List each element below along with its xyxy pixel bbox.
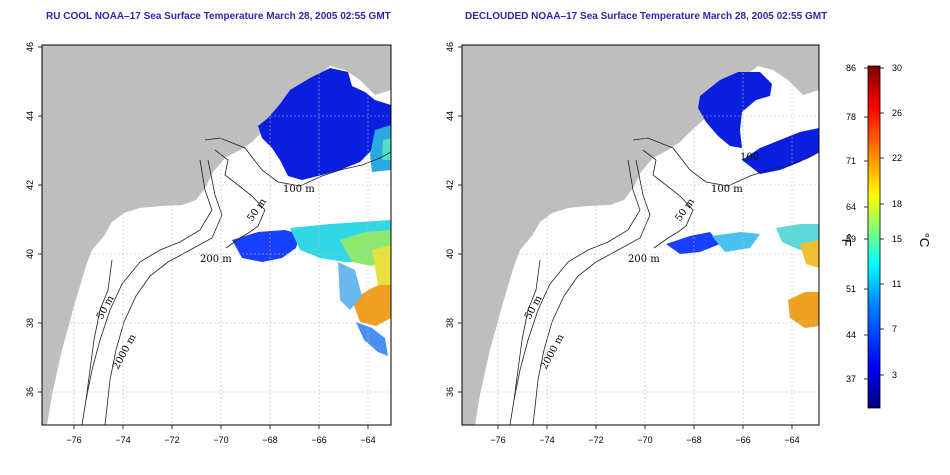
x-tick-72-left: −72: [164, 435, 179, 445]
isobath-2000-right: [532, 159, 651, 425]
right-axis-ticks: [458, 46, 793, 429]
x-tick-66-right: −66: [735, 435, 750, 445]
cbar-c-22: 22: [892, 153, 902, 163]
cbar-c-18: 18: [892, 199, 902, 209]
contour-label-200m-right: 200 m: [628, 254, 660, 265]
isobath-50-right: [642, 149, 694, 249]
x-tick-72-right: −72: [588, 435, 603, 445]
sst-south-yellow-right: [800, 240, 819, 268]
cbar-f-59: 59: [846, 234, 856, 244]
cbar-f-44: 44: [846, 330, 856, 340]
sst-south-warm-right: [788, 292, 819, 328]
land-mass-left: [42, 45, 391, 425]
cbar-f-71: 71: [846, 156, 856, 166]
cbar-c-3: 3: [892, 370, 897, 380]
sst-cold-patch-right: [698, 72, 772, 148]
y-tick-38-right: 38: [445, 318, 455, 328]
isobath-50b-left: [85, 259, 113, 401]
contour-label-100m-right: 100 m: [711, 184, 743, 195]
x-tick-68-left: −68: [262, 435, 277, 445]
sst-south-lightblue-right: [712, 232, 760, 252]
y-tick-42-left: 42: [25, 180, 35, 190]
sst-south-yellow-left: [372, 245, 391, 285]
x-tick-76-left: −76: [66, 435, 81, 445]
cbar-f-86: 86: [846, 63, 856, 73]
contour-label-2000m-left: 2000 m: [111, 332, 139, 371]
cbar-c-26: 26: [892, 108, 902, 118]
x-tick-70-right: −70: [637, 435, 652, 445]
cbar-c-7: 7: [892, 324, 897, 334]
y-tick-36-left: 36: [25, 387, 35, 397]
cbar-unit-f: °F: [839, 233, 854, 246]
isobath-200-right: [509, 159, 641, 425]
x-tick-64-right: −64: [784, 435, 799, 445]
colorbar-gradient: [867, 65, 881, 409]
cbar-f-78: 78: [846, 112, 856, 122]
colorbar: 86 78 71 64 59 51 44 37 30 26 22 18 15 1…: [839, 63, 932, 409]
y-tick-40-left: 40: [25, 249, 35, 259]
sst-east-patch-right: [742, 128, 819, 174]
cbar-c-15: 15: [892, 234, 902, 244]
grid-right: [462, 45, 819, 425]
grid-left: [42, 45, 391, 425]
y-tick-46-right: 46: [445, 42, 455, 52]
isobath-100-right: [632, 137, 819, 187]
left-panel-title: RU COOL NOAA–17 Sea Surface Temperature …: [46, 11, 391, 22]
contour-label-100m-left: 100 m: [283, 184, 315, 195]
sst-south-lightblue-left: [338, 262, 362, 310]
sst-south-tail-left: [356, 322, 388, 356]
cbar-c-11: 11: [892, 279, 901, 289]
cbar-c-30: 30: [892, 63, 902, 73]
sst-south-warm-left: [352, 280, 391, 326]
sst-south-blue-right: [666, 232, 720, 254]
isobath-2000-left: [104, 159, 223, 425]
cbar-f-64: 64: [846, 202, 856, 212]
x-tick-74-left: −74: [115, 435, 130, 445]
sst-cyan-ne-left: [382, 138, 391, 160]
contour-label-2000m-right: 2000 m: [539, 332, 567, 371]
isobath-50b-right: [513, 259, 541, 401]
left-map-panel: 100 m 50 m 200 m 50 m 2000 m −76 −74 −72…: [25, 42, 392, 445]
left-map-frame: [41, 44, 392, 426]
contour-label-50m-south-left: 50 m: [95, 293, 117, 321]
x-tick-68-right: −68: [686, 435, 701, 445]
y-tick-46-left: 46: [25, 42, 35, 52]
land-mass-right: [462, 45, 819, 425]
x-tick-74-right: −74: [539, 435, 554, 445]
x-tick-66-left: −66: [311, 435, 326, 445]
y-tick-42-right: 42: [445, 180, 455, 190]
right-panel-title: DECLOUDED NOAA–17 Sea Surface Temperatur…: [465, 11, 828, 22]
sst-cold-patch-left: [258, 68, 391, 180]
cbar-unit-c: °C: [917, 233, 932, 248]
contour-label-200m-left: 200 m: [200, 254, 232, 265]
cbar-f-37: 37: [846, 374, 856, 384]
right-map-frame: [461, 44, 820, 426]
y-tick-36-right: 36: [445, 387, 455, 397]
colorbar-ticks: [864, 67, 884, 380]
y-tick-38-left: 38: [25, 318, 35, 328]
y-tick-44-right: 44: [445, 111, 455, 121]
right-map-panel: 100 100 m 50 m 200 m 50 m 2000 m −76 −74…: [445, 42, 820, 445]
x-tick-70-left: −70: [213, 435, 228, 445]
x-tick-64-left: −64: [360, 435, 375, 445]
contour-label-100-right: 100: [740, 152, 759, 163]
left-axis-ticks: [38, 46, 369, 429]
isobath-50-left: [214, 149, 266, 249]
contour-label-50m-south-right: 50 m: [523, 293, 545, 321]
y-tick-44-left: 44: [25, 111, 35, 121]
isobath-200-left: [81, 159, 213, 425]
y-tick-40-right: 40: [445, 249, 455, 259]
x-tick-76-right: −76: [490, 435, 505, 445]
cbar-f-51: 51: [846, 284, 856, 294]
